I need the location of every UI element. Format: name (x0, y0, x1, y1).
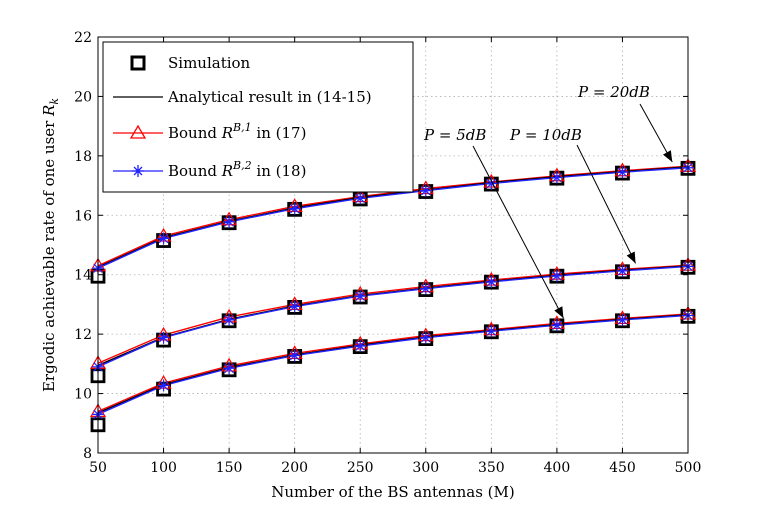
annotation-arrowhead (662, 150, 673, 162)
annotations: P = 20dB P = 10dB P = 5dB (423, 83, 673, 319)
bound2-marker (550, 269, 563, 282)
bound2-line (97, 167, 689, 269)
bound1-line (97, 165, 689, 267)
bound2-marker (354, 192, 367, 205)
annotation-arrow-line (639, 103, 673, 163)
bound2-marker (550, 171, 563, 184)
x-tick-label: 400 (544, 460, 571, 476)
y-tick-label: 12 (74, 327, 92, 343)
legend-simulation-label: Simulation (168, 54, 251, 72)
bound2-marker (157, 379, 170, 392)
bound2-marker (223, 362, 236, 375)
bound2-marker (616, 166, 629, 179)
x-axis-label: Number of the BS antennas (M) (271, 483, 514, 501)
bound2-marker (288, 349, 301, 362)
y-tick-label: 18 (74, 149, 92, 165)
bound2-marker (616, 264, 629, 277)
bound1-line (97, 313, 689, 413)
plot-area-frame (97, 36, 689, 454)
legend-simulation-marker (130, 55, 146, 71)
legend-bound2-sup: B,2 (232, 159, 252, 172)
legend-bound2-marker (132, 165, 144, 177)
legend-bound2-label: Bound RB,2 in (18) (168, 159, 306, 180)
legend-bound2-pre: Bound (168, 162, 222, 180)
ticks: 50 100 150 200 250 300 350 400 450 500 8 10 12 14 16 18… (74, 30, 701, 476)
bound2-marker (485, 275, 498, 288)
y-tick-label: 20 (74, 89, 92, 105)
y-tick-label: 22 (74, 30, 92, 46)
legend-bound1-sup: B,1 (232, 121, 252, 134)
bound2-marker (223, 313, 236, 326)
x-tick-label: 300 (412, 460, 439, 476)
grid (98, 37, 688, 453)
bound2-marker (616, 313, 629, 326)
x-tick-label: 350 (478, 460, 505, 476)
y-tick-label: 10 (74, 387, 92, 403)
bound2-marker (419, 331, 432, 344)
legend-bound1-marker (129, 124, 147, 139)
bound2-marker (419, 282, 432, 295)
y-axis-label-main: Ergodic achievable rate of one user (40, 116, 58, 392)
analytical-line (97, 166, 689, 268)
y-axis-label-sub: k (48, 98, 61, 105)
bound2-marker (354, 290, 367, 303)
series-layer (97, 165, 689, 416)
y-tick-label: 14 (74, 268, 92, 284)
bound2-marker (485, 325, 498, 338)
y-axis-label-var: R (40, 105, 58, 117)
x-tick-label: 500 (675, 460, 702, 476)
annotation-arrowhead (626, 251, 636, 264)
x-tick-label: 450 (609, 460, 636, 476)
bound2-marker (288, 202, 301, 215)
bound2-marker (354, 340, 367, 353)
legend-bound1-post: in (17) (252, 124, 307, 142)
bound2-marker (157, 331, 170, 344)
annotation-p10: P = 10dB (509, 126, 582, 144)
bound2-line (97, 314, 689, 416)
y-axis-label: Ergodic achievable rate of one user Rk (40, 98, 61, 392)
x-tick-label: 200 (281, 460, 308, 476)
legend-bound1-label: Bound RB,1 in (17) (168, 121, 306, 142)
y-tick-label: 8 (83, 446, 92, 462)
annotation-arrow-line (576, 144, 637, 264)
bound1-line (97, 264, 689, 364)
legend-bound2-post: in (18) (252, 162, 307, 180)
x-tick-label: 50 (89, 460, 107, 476)
bound2-marker (288, 300, 301, 313)
x-tick-label: 250 (347, 460, 374, 476)
y-tick-label: 16 (74, 208, 92, 224)
legend-bound1-var: R (221, 124, 233, 142)
legend: Simulation Analytical result in (14-15) … (102, 41, 414, 193)
annotation-p5: P = 5dB (423, 126, 486, 144)
bound2-marker (419, 184, 432, 197)
x-tick-label: 150 (216, 460, 243, 476)
annotation-arrow-line (472, 145, 564, 319)
bound2-marker (485, 177, 498, 190)
annotation-p20: P = 20dB (577, 83, 650, 101)
annotation-arrowhead (554, 306, 564, 319)
legend-analytical-label: Analytical result in (14-15) (167, 88, 372, 106)
x-tick-label: 100 (150, 460, 177, 476)
bound2-marker (223, 215, 236, 228)
legend-bound2-var: R (221, 162, 233, 180)
bound2-marker (550, 319, 563, 332)
bound2-marker (157, 232, 170, 245)
legend-box (102, 41, 414, 193)
legend-bound1-pre: Bound (168, 124, 222, 142)
bound2-line (97, 265, 689, 368)
